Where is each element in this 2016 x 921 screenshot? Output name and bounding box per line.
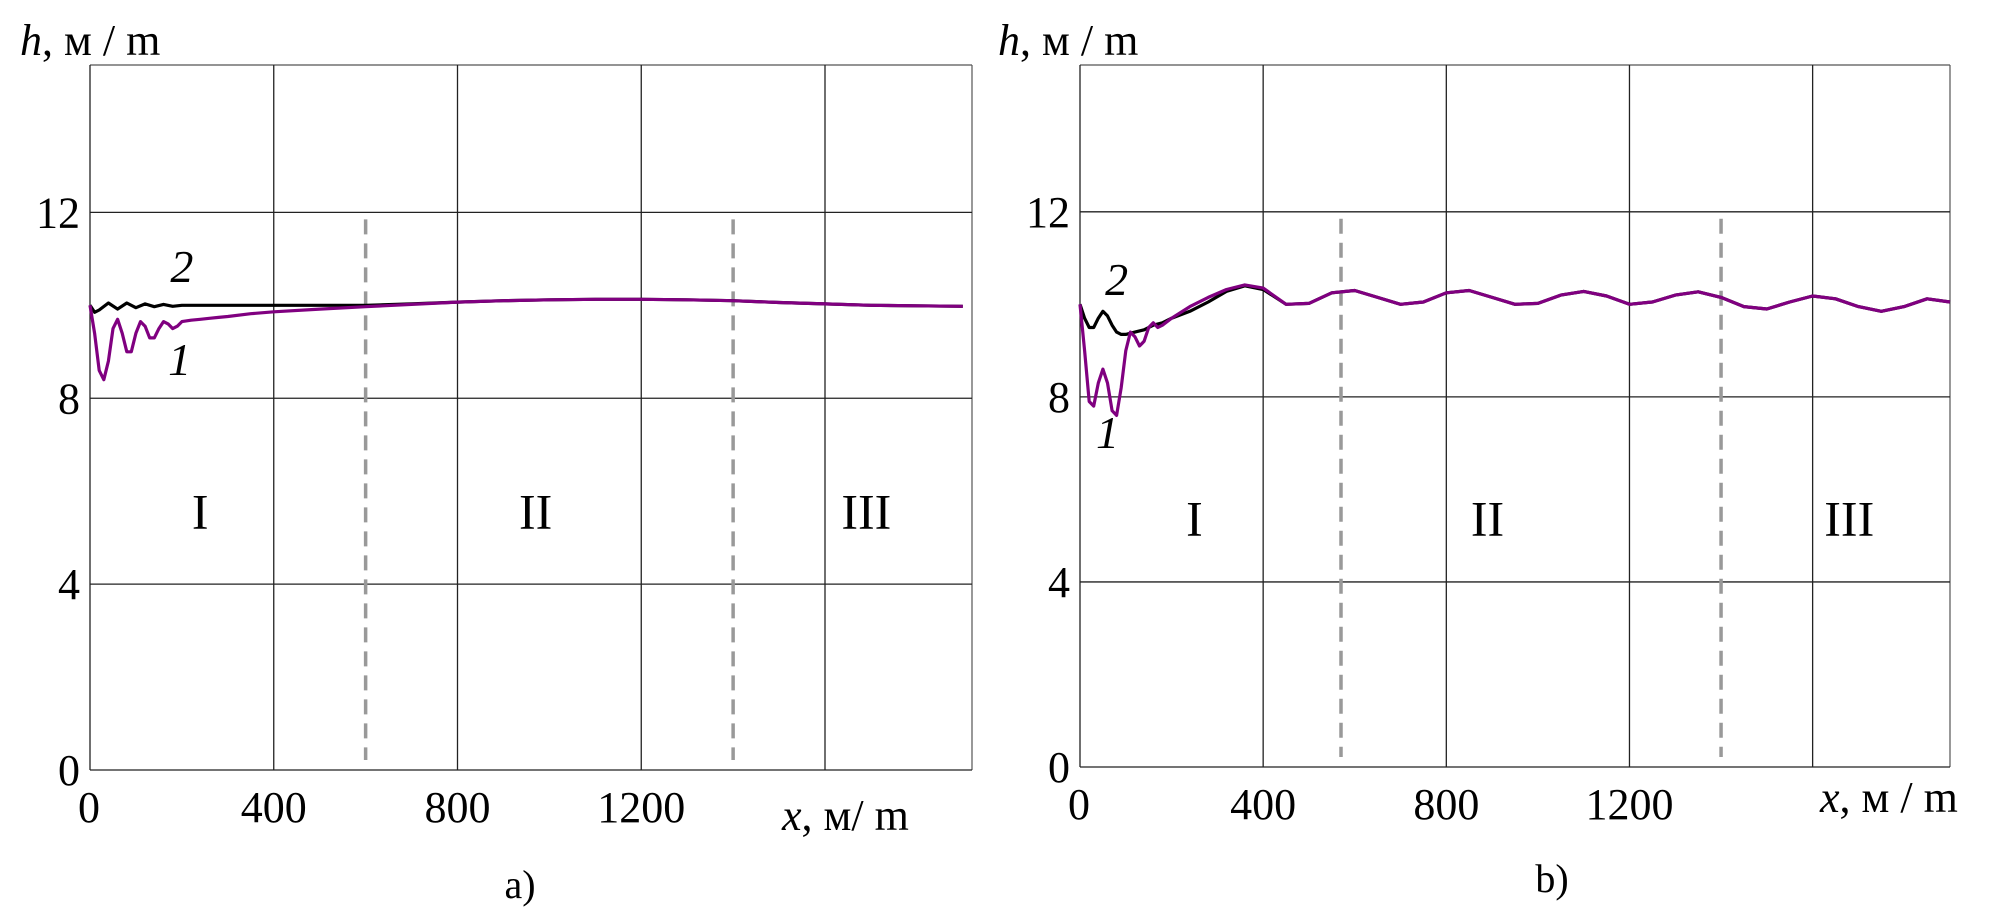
panel-a-zone-label: II [519,483,552,539]
panel-b-y-tick-label: 8 [1048,373,1070,422]
panel-a-curve-labels: 21 [168,241,193,385]
panel-a-x-tick-label: 400 [241,783,307,832]
panel-a-zone-label: I [192,483,209,539]
panel-b-zone-boundaries [1339,218,1723,757]
panel-a-zone-boundaries [363,219,735,760]
panel-a-label: a) [504,862,535,907]
panel-b-series [1078,283,1951,417]
panel-b-x-tick-label: 1200 [1585,780,1673,829]
panel-b-grid [1079,64,1951,768]
panel-b-zone-label: I [1186,491,1203,547]
panel-b-series-2-line [1078,284,1951,336]
panel-b-zone-labels: I II III [1186,491,1874,547]
panel-b-y-tick-label: 4 [1048,558,1070,607]
panel-b-y-tick-label: 0 [1048,743,1070,792]
panel-a-x-ticks: 0 400 800 1200 [78,783,685,832]
panel-b-y-tick-label: 12 [1026,188,1070,237]
panel-b-zone-label: III [1824,491,1874,547]
panel-a-series-1-line [88,297,963,382]
panel-b-x-ticks: 0 400 800 1200 [1068,780,1673,829]
panel-a-zone-label: III [841,483,891,539]
panel-a-x-tick-label: 0 [78,783,100,832]
panel-a-y-ticks: 0 4 8 12 [36,188,80,795]
panel-b-series-1-line [1078,283,1951,417]
panel-a-y-axis-title: h, м / m [20,16,160,65]
panel-b-curve-labels: 21 [1096,254,1128,458]
panel-a-curve-label-1: 1 [168,334,191,385]
panel-a-x-tick-label: 800 [425,783,491,832]
panel-a-grid [89,64,973,771]
panel-b-x-tick-label: 0 [1068,780,1090,829]
panel-a-x-tick-label: 1200 [597,783,685,832]
panel-b-y-axis-title: h, м / m [998,16,1138,65]
panel-b-zone-label: II [1471,491,1504,547]
panel-b-y-ticks: 0 4 8 12 [1026,188,1070,792]
panel-a-y-tick-label: 12 [36,188,80,237]
panel-a-zone-labels: I II III [192,483,891,539]
panel-a-curve-label-2: 2 [170,241,193,292]
panel-b-label: b) [1535,856,1568,901]
panel-b-x-axis-title: x, м / m [1819,773,1958,822]
panel-a-y-tick-label: 0 [58,746,80,795]
panel-a-y-tick-label: 8 [58,374,80,423]
panel-a-y-tick-label: 4 [58,560,80,609]
panel-a-series [88,297,963,382]
panel-a-x-axis-title: x, м/ m [781,791,909,840]
panel-b-x-tick-label: 400 [1230,780,1296,829]
panel-b-curve-label-1: 1 [1096,407,1119,458]
panel-b-curve-label-2: 2 [1105,254,1128,305]
panel-b-x-tick-label: 800 [1413,780,1479,829]
